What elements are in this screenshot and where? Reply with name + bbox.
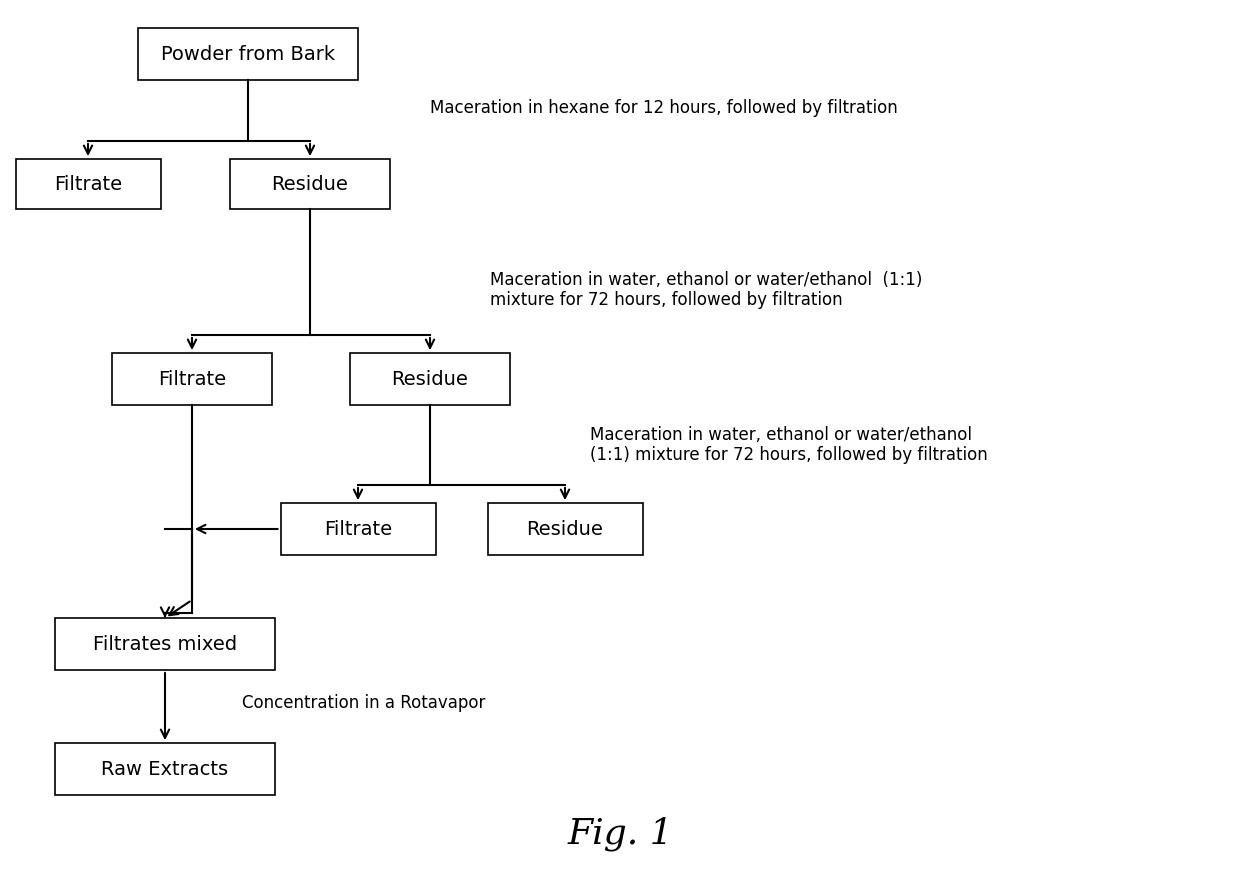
Text: Maceration in water, ethanol or water/ethanol
(1:1) mixture for 72 hours, follow: Maceration in water, ethanol or water/et… bbox=[590, 425, 988, 464]
Text: Maceration in hexane for 12 hours, followed by filtration: Maceration in hexane for 12 hours, follo… bbox=[430, 99, 898, 117]
Bar bbox=[350, 354, 510, 406]
Text: Fig. 1: Fig. 1 bbox=[567, 816, 673, 850]
Text: Residue: Residue bbox=[527, 520, 604, 539]
Bar bbox=[15, 159, 160, 210]
Bar bbox=[138, 29, 358, 81]
Text: Concentration in a Rotavapor: Concentration in a Rotavapor bbox=[242, 693, 485, 711]
Text: Residue: Residue bbox=[272, 175, 348, 194]
Bar bbox=[229, 159, 391, 210]
Bar bbox=[55, 743, 275, 795]
Bar bbox=[55, 618, 275, 670]
Bar bbox=[487, 503, 642, 556]
Bar bbox=[280, 503, 435, 556]
Bar bbox=[112, 354, 272, 406]
Text: Raw Extracts: Raw Extracts bbox=[102, 759, 228, 779]
Text: Filtrate: Filtrate bbox=[53, 175, 122, 194]
Text: Filtrates mixed: Filtrates mixed bbox=[93, 634, 237, 654]
Text: Filtrate: Filtrate bbox=[324, 520, 392, 539]
Text: Residue: Residue bbox=[392, 370, 469, 389]
Text: Powder from Bark: Powder from Bark bbox=[161, 45, 335, 65]
Text: Filtrate: Filtrate bbox=[157, 370, 226, 389]
Text: Maceration in water, ethanol or water/ethanol  (1:1)
mixture for 72 hours, follo: Maceration in water, ethanol or water/et… bbox=[490, 270, 923, 309]
